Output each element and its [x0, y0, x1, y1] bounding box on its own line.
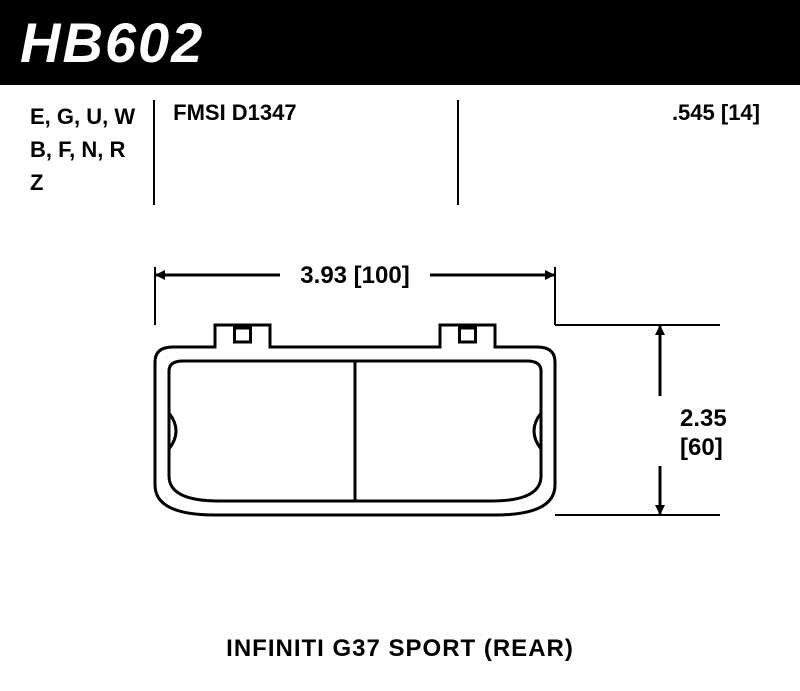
diagram-svg: 3.93 [100] 2.35[60] [0, 205, 800, 625]
code-line: B, F, N, R [30, 133, 135, 166]
separator [153, 100, 155, 205]
part-number: HB602 [20, 11, 204, 74]
application-label: INFINITI G37 SPORT (REAR) [0, 625, 800, 663]
code-line: E, G, U, W [30, 100, 135, 133]
brake-pad-diagram: 3.93 [100] 2.35[60] [0, 205, 800, 625]
fmsi-label: FMSI D1347 [173, 100, 297, 205]
separator [457, 100, 459, 205]
thickness-label: .545 [14] [672, 100, 760, 205]
svg-text:3.93 [100]: 3.93 [100] [300, 262, 409, 289]
svg-text:[60]: [60] [680, 434, 723, 461]
header-bar: HB602 [0, 0, 800, 85]
code-line: Z [30, 166, 135, 199]
svg-text:2.35: 2.35 [680, 405, 727, 432]
compound-codes: E, G, U, WB, F, N, RZ [30, 100, 135, 205]
info-row: E, G, U, WB, F, N, RZ FMSI D1347 .545 [1… [0, 85, 800, 205]
